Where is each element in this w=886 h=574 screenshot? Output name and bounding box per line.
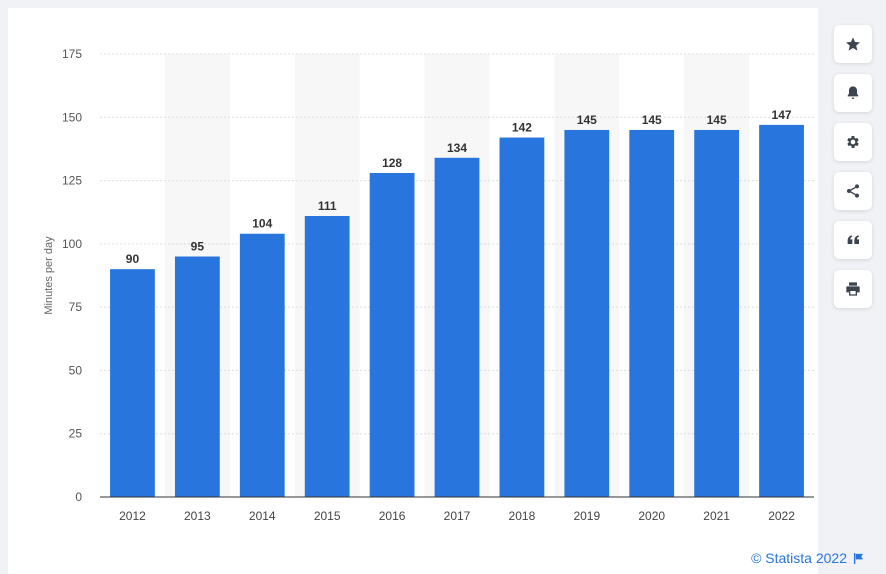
notification-button[interactable] <box>834 74 872 112</box>
x-tick-2019: 2019 <box>573 509 600 523</box>
data-label-2012: 90 <box>126 252 140 266</box>
bar-2017 <box>434 157 480 497</box>
x-tick-2021: 2021 <box>703 509 730 523</box>
x-tick-2013: 2013 <box>184 509 211 523</box>
print-button[interactable] <box>834 270 872 308</box>
y-tick-125: 125 <box>62 174 82 188</box>
data-label-2013: 95 <box>191 240 205 254</box>
bars <box>110 124 804 498</box>
bar-2020 <box>629 129 675 497</box>
data-label-2022: 147 <box>772 108 792 122</box>
data-label-2014: 104 <box>252 217 272 231</box>
data-label-2015: 111 <box>318 199 337 213</box>
quote-icon <box>845 232 861 248</box>
bar-2018 <box>499 137 545 497</box>
gear-icon <box>845 134 861 150</box>
bar-2021 <box>694 129 740 497</box>
data-label-2021: 145 <box>707 113 727 127</box>
x-tick-2017: 2017 <box>444 509 471 523</box>
credit-text[interactable]: © Statista 2022 <box>751 550 847 566</box>
x-tick-2014: 2014 <box>249 509 276 523</box>
data-label-2016: 128 <box>382 156 402 170</box>
x-tick-2015: 2015 <box>314 509 341 523</box>
data-labels: 90 95 104 111 128 134 142 145 145 145 147 <box>126 108 792 266</box>
data-label-2020: 145 <box>642 113 662 127</box>
y-tick-25: 25 <box>69 427 83 441</box>
x-tick-2018: 2018 <box>509 509 536 523</box>
y-tick-50: 50 <box>69 363 83 377</box>
x-tick-labels: 2012 2013 2014 2015 2016 2017 2018 2019 2020 2021… <box>119 509 795 523</box>
chart-card: 90 95 104 111 128 134 142 145 145 145 147 2012 2013… <box>8 8 818 574</box>
star-icon <box>845 36 861 52</box>
bar-2019 <box>564 129 610 497</box>
data-label-2018: 142 <box>512 121 532 135</box>
cite-button[interactable] <box>834 221 872 259</box>
y-axis-label: Minutes per day <box>43 236 55 315</box>
y-tick-75: 75 <box>69 300 83 314</box>
bar-chart: 90 95 104 111 128 134 142 145 145 145 147 2012 2013… <box>43 47 814 523</box>
bar-2022 <box>759 124 804 497</box>
y-tick-175: 175 <box>62 47 82 61</box>
favorite-button[interactable] <box>834 25 872 63</box>
flag-icon[interactable] <box>853 552 864 564</box>
settings-button[interactable] <box>834 123 872 161</box>
bell-icon <box>845 85 861 101</box>
print-icon <box>845 281 861 297</box>
x-tick-2022: 2022 <box>768 509 795 523</box>
y-tick-150: 150 <box>62 110 82 124</box>
bar-2016 <box>369 172 415 497</box>
data-label-2019: 145 <box>577 113 597 127</box>
share-button[interactable] <box>834 172 872 210</box>
source-credit[interactable]: © Statista 2022 <box>751 550 864 566</box>
y-tick-100: 100 <box>62 237 82 251</box>
x-tick-2016: 2016 <box>379 509 406 523</box>
share-icon <box>845 183 861 199</box>
x-tick-2012: 2012 <box>119 509 146 523</box>
data-label-2017: 134 <box>447 141 467 155</box>
bar-2012 <box>110 269 155 497</box>
bar-2014 <box>239 233 285 497</box>
bar-2013 <box>174 256 220 497</box>
bar-2015 <box>304 216 350 498</box>
chart-toolbar <box>834 25 872 319</box>
y-tick-0: 0 <box>75 490 82 504</box>
y-tick-labels: 0 25 50 75 100 125 150 175 <box>62 47 82 504</box>
x-tick-2020: 2020 <box>638 509 665 523</box>
